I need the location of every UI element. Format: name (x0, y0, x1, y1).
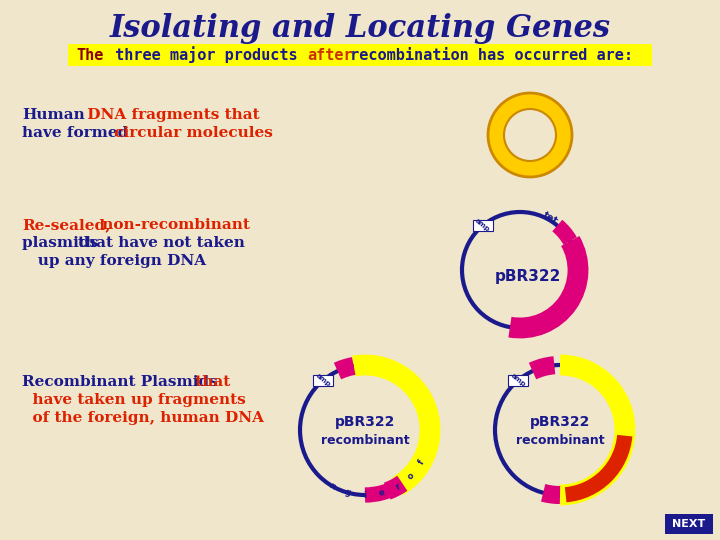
Text: e: e (621, 416, 627, 422)
Text: recombinant: recombinant (320, 434, 409, 447)
Text: f: f (416, 458, 426, 467)
Text: o: o (580, 366, 587, 373)
Text: up any foreign DNA: up any foreign DNA (22, 254, 206, 268)
Text: r: r (393, 481, 402, 491)
Text: amp: amp (510, 373, 527, 388)
Text: three major products: three major products (106, 46, 307, 63)
Text: e: e (378, 488, 386, 498)
Text: g: g (344, 488, 352, 498)
Text: n: n (601, 379, 609, 387)
Text: t: t (614, 396, 621, 402)
Text: have formed: have formed (22, 126, 128, 140)
Text: n: n (621, 421, 628, 427)
Text: after: after (307, 48, 353, 63)
Text: f: f (577, 364, 581, 371)
FancyBboxPatch shape (665, 514, 713, 534)
Text: g: g (598, 376, 606, 384)
FancyBboxPatch shape (68, 44, 652, 66)
Text: i: i (595, 374, 600, 380)
Text: tet: tet (541, 210, 559, 226)
Text: amp: amp (315, 373, 332, 388)
Text: i: i (611, 393, 618, 398)
Text: DNA fragments that: DNA fragments that (82, 108, 260, 122)
Text: recombination has occurred are:: recombination has occurred are: (341, 48, 633, 63)
Text: circular molecules: circular molecules (109, 126, 273, 140)
Text: pBR322: pBR322 (530, 415, 590, 429)
FancyBboxPatch shape (473, 220, 492, 231)
Text: e: e (590, 370, 597, 378)
FancyBboxPatch shape (508, 375, 528, 386)
Text: amp: amp (474, 218, 491, 233)
Text: o: o (406, 471, 416, 481)
Circle shape (488, 93, 572, 177)
Text: r: r (585, 368, 591, 375)
Text: Recombinant Plasmids: Recombinant Plasmids (22, 375, 217, 389)
Text: Re-sealed,: Re-sealed, (22, 218, 110, 232)
Text: e: e (622, 427, 628, 431)
Text: NEXT: NEXT (672, 519, 706, 529)
Text: have taken up fragments: have taken up fragments (22, 393, 246, 407)
Text: pBR322: pBR322 (335, 415, 395, 429)
Circle shape (504, 109, 556, 161)
FancyBboxPatch shape (313, 375, 333, 386)
Text: t: t (567, 362, 571, 369)
Text: recombinant: recombinant (516, 434, 604, 447)
Text: g: g (619, 410, 626, 417)
Text: The: The (76, 48, 104, 63)
Text: that have not taken: that have not taken (78, 236, 245, 250)
Text: h: h (616, 401, 624, 408)
Text: pBR322: pBR322 (495, 268, 561, 284)
Text: i: i (364, 490, 366, 500)
Text: plasmids: plasmids (22, 236, 104, 250)
Text: Human: Human (22, 108, 85, 122)
Text: Isolating and Locating Genes: Isolating and Locating Genes (109, 12, 611, 44)
Text: non-recombinant: non-recombinant (97, 218, 250, 232)
Text: of the foreign, human DNA: of the foreign, human DNA (22, 411, 264, 425)
Text: w: w (608, 387, 616, 395)
Text: that: that (190, 375, 230, 389)
Text: n: n (328, 481, 338, 492)
